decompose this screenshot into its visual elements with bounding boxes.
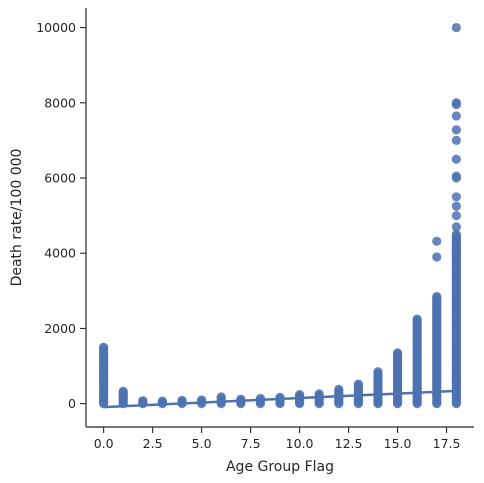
- x-ticks: 0.0 2.5 5.0 7.5 10.0 12.5 15.0 17.5: [94, 427, 461, 451]
- x-tick-label: 5.0: [192, 436, 212, 451]
- y-tick-label: 4000: [44, 246, 76, 261]
- scatter-point: [452, 202, 461, 211]
- scatter-point: [452, 136, 461, 145]
- y-tick-label: 6000: [44, 171, 76, 186]
- scatter-point: [452, 155, 461, 164]
- scatter-point: [236, 395, 245, 404]
- scatter-point: [452, 111, 461, 120]
- scatter-point: [452, 211, 461, 220]
- scatter-point: [256, 394, 265, 403]
- x-tick-label: 15.0: [384, 436, 412, 451]
- scatter-point: [275, 393, 284, 402]
- scatter-point: [452, 173, 461, 182]
- scatter-point: [432, 292, 441, 301]
- scatter-point: [373, 367, 382, 376]
- x-tick-label: 7.5: [241, 436, 261, 451]
- y-ticks: 0 2000 4000 6000 8000 10000: [36, 20, 86, 411]
- y-tick-label: 0: [68, 396, 76, 411]
- scatter-point: [452, 222, 461, 231]
- scatter-point: [413, 314, 422, 323]
- y-tick-label: 8000: [44, 95, 76, 110]
- y-axis-label: Death rate/100 000: [9, 149, 25, 287]
- scatter-point: [99, 343, 108, 352]
- scatter-point: [452, 125, 461, 134]
- scatter-point: [354, 380, 363, 389]
- scatter-point: [334, 385, 343, 394]
- x-tick-label: 0.0: [94, 436, 114, 451]
- x-tick-label: 17.5: [433, 436, 461, 451]
- y-tick-label: 10000: [36, 20, 76, 35]
- scatter-point: [432, 252, 441, 261]
- scatter-point: [217, 392, 226, 401]
- scatter-point: [452, 192, 461, 201]
- scatter-point: [432, 237, 441, 246]
- scatter-point: [393, 348, 402, 357]
- scatter-point: [452, 23, 461, 32]
- x-tick-label: 10.0: [286, 436, 314, 451]
- scatter-point: [452, 100, 461, 109]
- x-tick-label: 12.5: [335, 436, 363, 451]
- x-tick-label: 2.5: [143, 436, 163, 451]
- y-tick-label: 2000: [44, 321, 76, 336]
- scatter-point: [119, 387, 128, 396]
- scatter-points: [99, 23, 461, 408]
- x-axis-label: Age Group Flag: [226, 459, 334, 475]
